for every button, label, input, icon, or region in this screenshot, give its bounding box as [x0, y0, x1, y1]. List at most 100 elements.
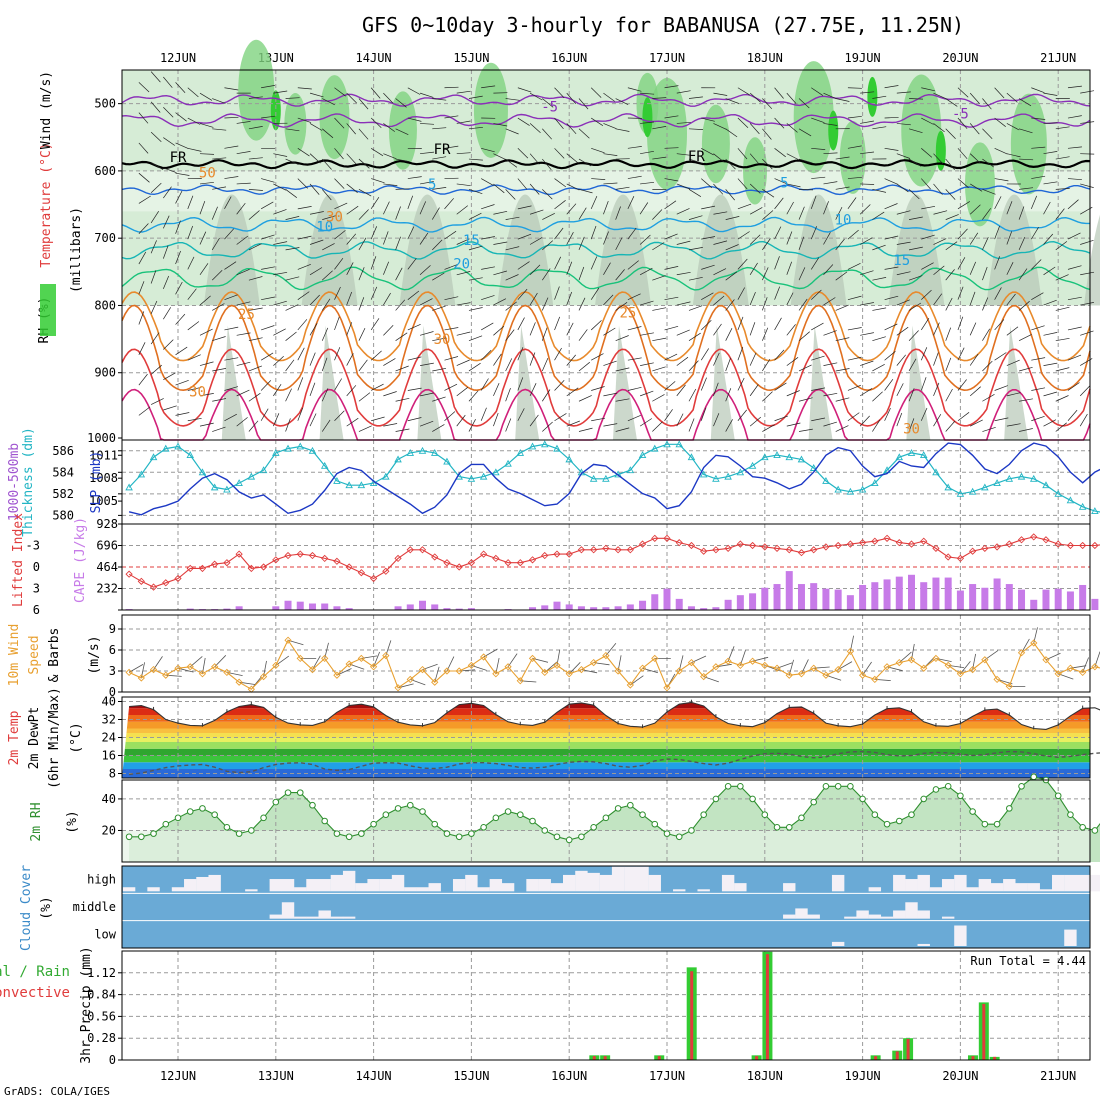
rh-2m-marker — [822, 783, 830, 790]
wind-barb — [199, 328, 213, 336]
wind-barb — [312, 655, 321, 670]
wind-barb — [603, 123, 617, 130]
thickness-marker — [565, 455, 573, 463]
wind-speed-marker — [675, 667, 683, 675]
wind-barb — [786, 261, 793, 275]
thickness-marker — [1005, 474, 1014, 482]
wind-barb — [285, 388, 292, 402]
wind-barb — [1018, 268, 1028, 281]
thickness-marker — [687, 453, 696, 461]
wind-barb — [700, 348, 709, 361]
wind-barb — [273, 241, 288, 245]
wind-barb — [774, 317, 782, 331]
wind-barb — [175, 250, 181, 265]
wind-barb — [823, 123, 838, 126]
wind-barb — [432, 239, 443, 251]
wind-barb — [762, 359, 771, 372]
rh-2m-marker — [284, 789, 292, 796]
wind-speed-marker — [1054, 670, 1062, 678]
wind-barb — [370, 256, 377, 270]
wind-barb — [603, 153, 618, 156]
wind-barb — [481, 236, 495, 240]
wind-barb — [578, 266, 585, 281]
cape-bar — [541, 605, 549, 610]
wind-barb — [211, 206, 218, 220]
wind-speed-marker — [321, 654, 329, 663]
wind-barb — [1067, 178, 1082, 181]
rh-2m-marker — [296, 789, 304, 796]
wind-barb — [774, 382, 787, 391]
wind-barb — [982, 189, 996, 195]
thickness-marker — [724, 472, 732, 480]
wind-barb — [847, 356, 862, 361]
wind-barb — [969, 353, 979, 366]
wind-barb — [725, 299, 735, 311]
wind-barb — [138, 112, 149, 124]
wind-barb — [762, 158, 773, 170]
wind-barb — [737, 346, 744, 361]
lifted-index-marker — [907, 540, 916, 548]
wind-barb — [737, 231, 750, 240]
wind-barb — [1019, 428, 1033, 432]
wind-barb — [1019, 398, 1033, 402]
thickness-marker — [822, 476, 830, 484]
cloud-gap-bar — [1064, 929, 1077, 946]
precip-convective-bar — [874, 1056, 878, 1060]
wind-barb — [798, 298, 808, 311]
wind-barb — [1067, 232, 1081, 240]
wind-barb — [187, 225, 194, 240]
wind-barb — [1079, 385, 1091, 397]
wind-barb — [236, 301, 251, 306]
wind-barb — [175, 190, 183, 204]
wind-barb — [212, 303, 225, 311]
wind-speed-marker — [968, 665, 977, 674]
wind-barb — [456, 387, 469, 397]
wind-barb — [969, 386, 981, 397]
wind-barb — [542, 189, 553, 200]
lifted-index-marker — [125, 570, 133, 578]
wind-barb — [1031, 357, 1046, 361]
wind-barb — [908, 158, 922, 167]
thickness-marker — [773, 451, 781, 459]
wind-barb — [554, 413, 567, 422]
lifted-index-marker — [516, 559, 524, 567]
lifted-index-marker — [284, 551, 292, 560]
cloud-gap-bar — [624, 866, 637, 892]
wind-barb — [1043, 181, 1058, 185]
rh-plume — [888, 194, 945, 306]
wind-barb — [872, 95, 887, 99]
cloud-gap-bar — [452, 879, 466, 892]
wind-barb — [1043, 391, 1058, 397]
wind-barb — [1055, 208, 1065, 220]
temp-color-band — [122, 721, 1090, 729]
wind-barb — [933, 123, 945, 133]
cloud-layer-label: low — [94, 927, 116, 941]
rh-plume — [203, 194, 260, 306]
wind-barb — [688, 215, 703, 220]
wind-barb — [899, 651, 912, 663]
wind-barb — [957, 228, 968, 240]
dewpt-2m-label: 2m DewPt — [27, 707, 42, 770]
cape-bar — [895, 576, 903, 610]
wind-speed-marker — [528, 654, 537, 663]
lifted-index-marker — [920, 537, 928, 545]
wind-barb — [371, 416, 385, 422]
wind-barb — [688, 388, 697, 402]
wind-tick-label: 3 — [109, 664, 116, 678]
cape-bar — [736, 595, 744, 610]
wind-barb — [994, 147, 1008, 155]
panel-frame — [121, 779, 1091, 863]
wind-barb — [908, 275, 923, 281]
cloud-gap-bar — [294, 916, 307, 919]
wind-barb — [297, 291, 310, 300]
day-label-bottom: 16JUN — [551, 1069, 587, 1083]
rh-2m-marker — [480, 824, 487, 831]
wind-barb — [456, 238, 470, 245]
rh-2m-marker — [981, 820, 989, 828]
wind-speed-marker — [920, 664, 928, 672]
cloud-gap-bar — [1064, 874, 1077, 892]
wind-barb — [224, 116, 239, 119]
